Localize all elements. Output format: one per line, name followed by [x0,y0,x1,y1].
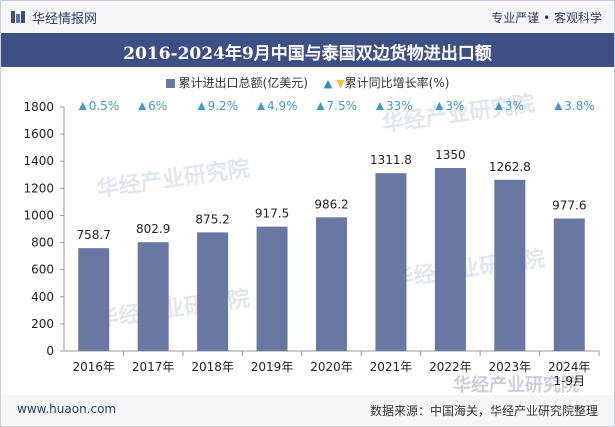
y-tick-label: 600 [31,263,54,277]
x-category-label: 2020年 [310,360,353,374]
x-category-label: 2017年 [132,360,175,374]
y-tick-label: 400 [31,290,54,304]
x-category-label: 2021年 [370,360,413,374]
bar [553,218,585,351]
legend-growth-marker-icon: ▼ [336,77,345,90]
bar-value-label: 1262.8 [489,160,531,174]
brand-slogan: 专业严谨 • 客观科学 [491,11,602,25]
bar [78,248,110,351]
growth-value-label: 3% [445,99,464,113]
legend-growth-triangle-icon: ▲ [323,77,333,90]
footer-source: 数据来源：中国海关，华经产业研究院整理 [369,404,598,418]
y-tick-label: 1200 [23,181,54,195]
growth-value-label: 33% [386,99,413,113]
bar [256,226,288,351]
top-bar: 华经情报网 专业严谨 • 客观科学 [1,1,614,33]
y-tick-label: 1600 [23,127,54,141]
footer-bar: www.huaon.com 数据来源：中国海关，华经产业研究院整理 [1,395,614,426]
x-category-label: 2022年 [429,360,472,374]
x-category-label: 2018年 [191,360,234,374]
growth-marker [257,102,266,110]
growth-marker [316,102,325,110]
growth-marker [375,102,384,110]
growth-value-label: 3% [505,99,524,113]
y-tick-label: 0 [46,344,54,358]
legend-item-growth: ▲ ▼累计同比增长率(%) [324,74,450,91]
bar [434,168,466,351]
y-tick-label: 1800 [23,100,54,114]
growth-marker [197,102,206,110]
bar [197,232,229,351]
bar [375,173,407,351]
bar-value-label: 802.9 [136,222,170,236]
y-tick-label: 200 [31,317,54,331]
bar-value-label: 977.6 [552,198,586,212]
growth-value-label: 7.5% [327,99,358,113]
growth-marker [78,102,87,110]
bar-value-label: 875.2 [195,212,229,226]
x-category-label: 2019年 [251,360,294,374]
growth-value-label: 9.2% [208,99,239,113]
y-tick-label: 1400 [23,154,54,168]
y-tick-label: 1000 [23,208,54,222]
chart-legend: 累计进出口总额(亿美元) ▲ ▼累计同比增长率(%) [1,74,614,91]
growth-value-label: 0.5% [89,99,120,113]
brand-name[interactable]: 华经情报网 [32,12,98,27]
legend-item-total: 累计进出口总额(亿美元) [165,74,308,91]
bar-value-label: 986.2 [314,197,348,211]
bar-value-label: 917.5 [255,207,289,221]
bar-value-label: 1350 [435,148,466,162]
y-tick-label: 800 [31,236,54,250]
legend-growth-label: 累计同比增长率(%) [344,76,450,90]
legend-total-label: 累计进出口总额(亿美元) [178,76,308,90]
growth-value-label: 6% [148,99,167,113]
bar [316,217,347,351]
x-category-label: 2023年 [489,360,532,374]
growth-marker [494,102,503,110]
legend-bar-swatch [165,79,175,88]
bar-value-label: 758.7 [77,228,111,242]
growth-marker [138,102,147,110]
bar [137,242,169,351]
footer-site-link[interactable]: www.huaon.com [17,402,117,416]
chart-title: 2016-2024年9月中国与泰国双边货物进出口额 [123,44,492,64]
x-category-label: 2016年 [72,360,115,374]
growth-marker [435,102,444,110]
growth-value-label: 4.9% [267,99,298,113]
growth-value-label: 3.8% [564,99,595,113]
growth-marker [554,102,563,110]
bar [494,179,526,351]
x-category-label: 2024年 [548,360,591,374]
bar-value-label: 1311.8 [370,153,412,167]
title-bar: 2016-2024年9月中国与泰国双边货物进出口额 [1,33,614,67]
chart-plot: 0 200 400 600 800 1000 1200 1400 1600 1800 758.7 0.… [23,99,600,388]
brand-logo-icon [11,11,25,23]
x-category-label: 1-9月 [553,374,585,388]
